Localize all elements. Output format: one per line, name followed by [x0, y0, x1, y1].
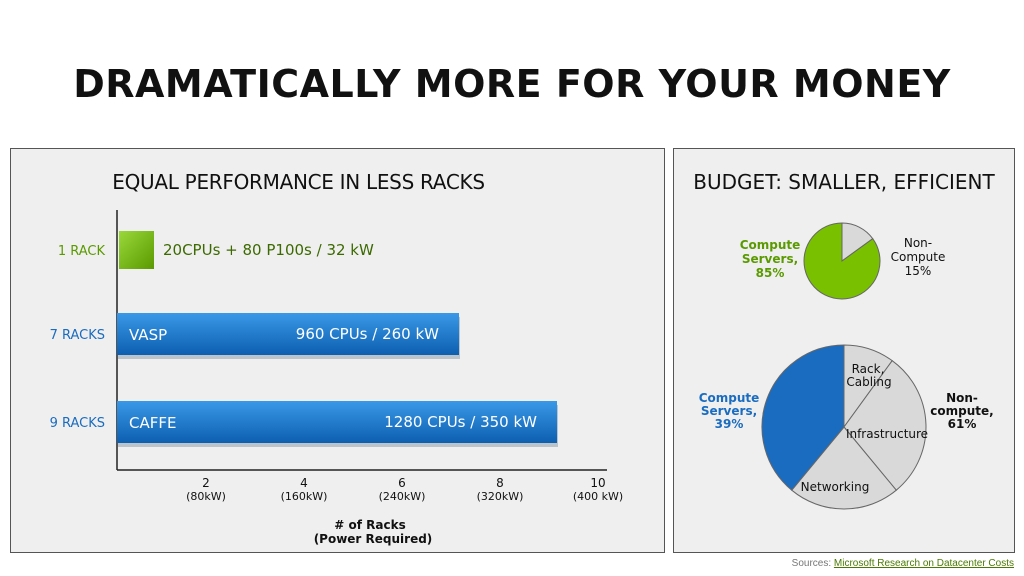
bar-annotation: 20CPUs + 80 P100s / 32 kW — [163, 241, 374, 259]
x-tick-label: 6 — [398, 476, 406, 490]
bar-annotation: 1280 CPUs / 350 kW — [384, 413, 537, 431]
large-pie-label: Servers, — [701, 404, 757, 418]
x-tick-sublabel: (240kW) — [379, 490, 426, 503]
bar-inside-label: CAFFE — [129, 414, 176, 432]
large-pie-label: Compute — [699, 391, 760, 405]
x-tick-sublabel: (400 kW) — [573, 490, 623, 503]
large-pie-group-label: Non- — [946, 391, 978, 405]
x-axis-title: # of Racks — [334, 518, 405, 532]
x-tick-label: 4 — [300, 476, 308, 490]
slide-title: DRAMATICALLY MORE FOR YOUR MONEY — [73, 62, 951, 106]
large-pie-group-pct: 61% — [948, 417, 977, 431]
sources-footer: Sources: Microsoft Research on Datacente… — [792, 558, 1014, 569]
large-pie-label: Infrastructure — [846, 427, 928, 441]
large-pie-label: Networking — [801, 480, 870, 494]
sources-prefix: Sources: — [791, 558, 832, 569]
x-tick-label: 8 — [496, 476, 504, 490]
small-pie-label: Non- — [904, 236, 932, 250]
small-pie-label: Servers, — [742, 252, 798, 266]
x-tick-sublabel: (160kW) — [281, 490, 328, 503]
large-pie-slice — [791, 426, 897, 510]
bar-category-label: 7 RACKS — [50, 328, 105, 343]
x-axis-subtitle: (Power Required) — [314, 532, 433, 546]
budget-panel-title: BUDGET: SMALLER, EFFICIENT — [693, 170, 995, 194]
bar-category-label: 1 RACK — [58, 244, 106, 259]
small-pie-label: Compute — [891, 250, 946, 264]
x-tick-label: 10 — [590, 476, 605, 490]
bar-9-racks — [117, 401, 557, 443]
bar-1-rack — [119, 231, 154, 269]
bar-7-racks — [117, 313, 459, 355]
x-tick-sublabel: (80kW) — [186, 490, 226, 503]
bar-category-label: 9 RACKS — [50, 416, 105, 431]
large-pie-pct: 39% — [715, 417, 744, 431]
sources-link[interactable]: Microsoft Research on Datacenter Costs — [833, 558, 1014, 569]
small-pie-pct: 15% — [905, 264, 932, 278]
small-pie-label: Compute — [740, 238, 801, 252]
small-pie-slice — [803, 222, 881, 300]
rack-chart-title: EQUAL PERFORMANCE IN LESS RACKS — [112, 170, 485, 194]
bar-inside-label: VASP — [129, 326, 167, 344]
large-pie-slice — [761, 344, 845, 491]
large-pie-label: Rack, — [852, 362, 885, 376]
bar-annotation: 960 CPUs / 260 kW — [296, 325, 439, 343]
small-pie-pct: 85% — [756, 266, 785, 280]
large-pie-slice — [843, 359, 927, 491]
x-tick-sublabel: (320kW) — [477, 490, 524, 503]
x-tick-label: 2 — [202, 476, 210, 490]
large-pie-label: Cabling — [846, 375, 891, 389]
large-pie-group-label: compute, — [930, 404, 993, 418]
